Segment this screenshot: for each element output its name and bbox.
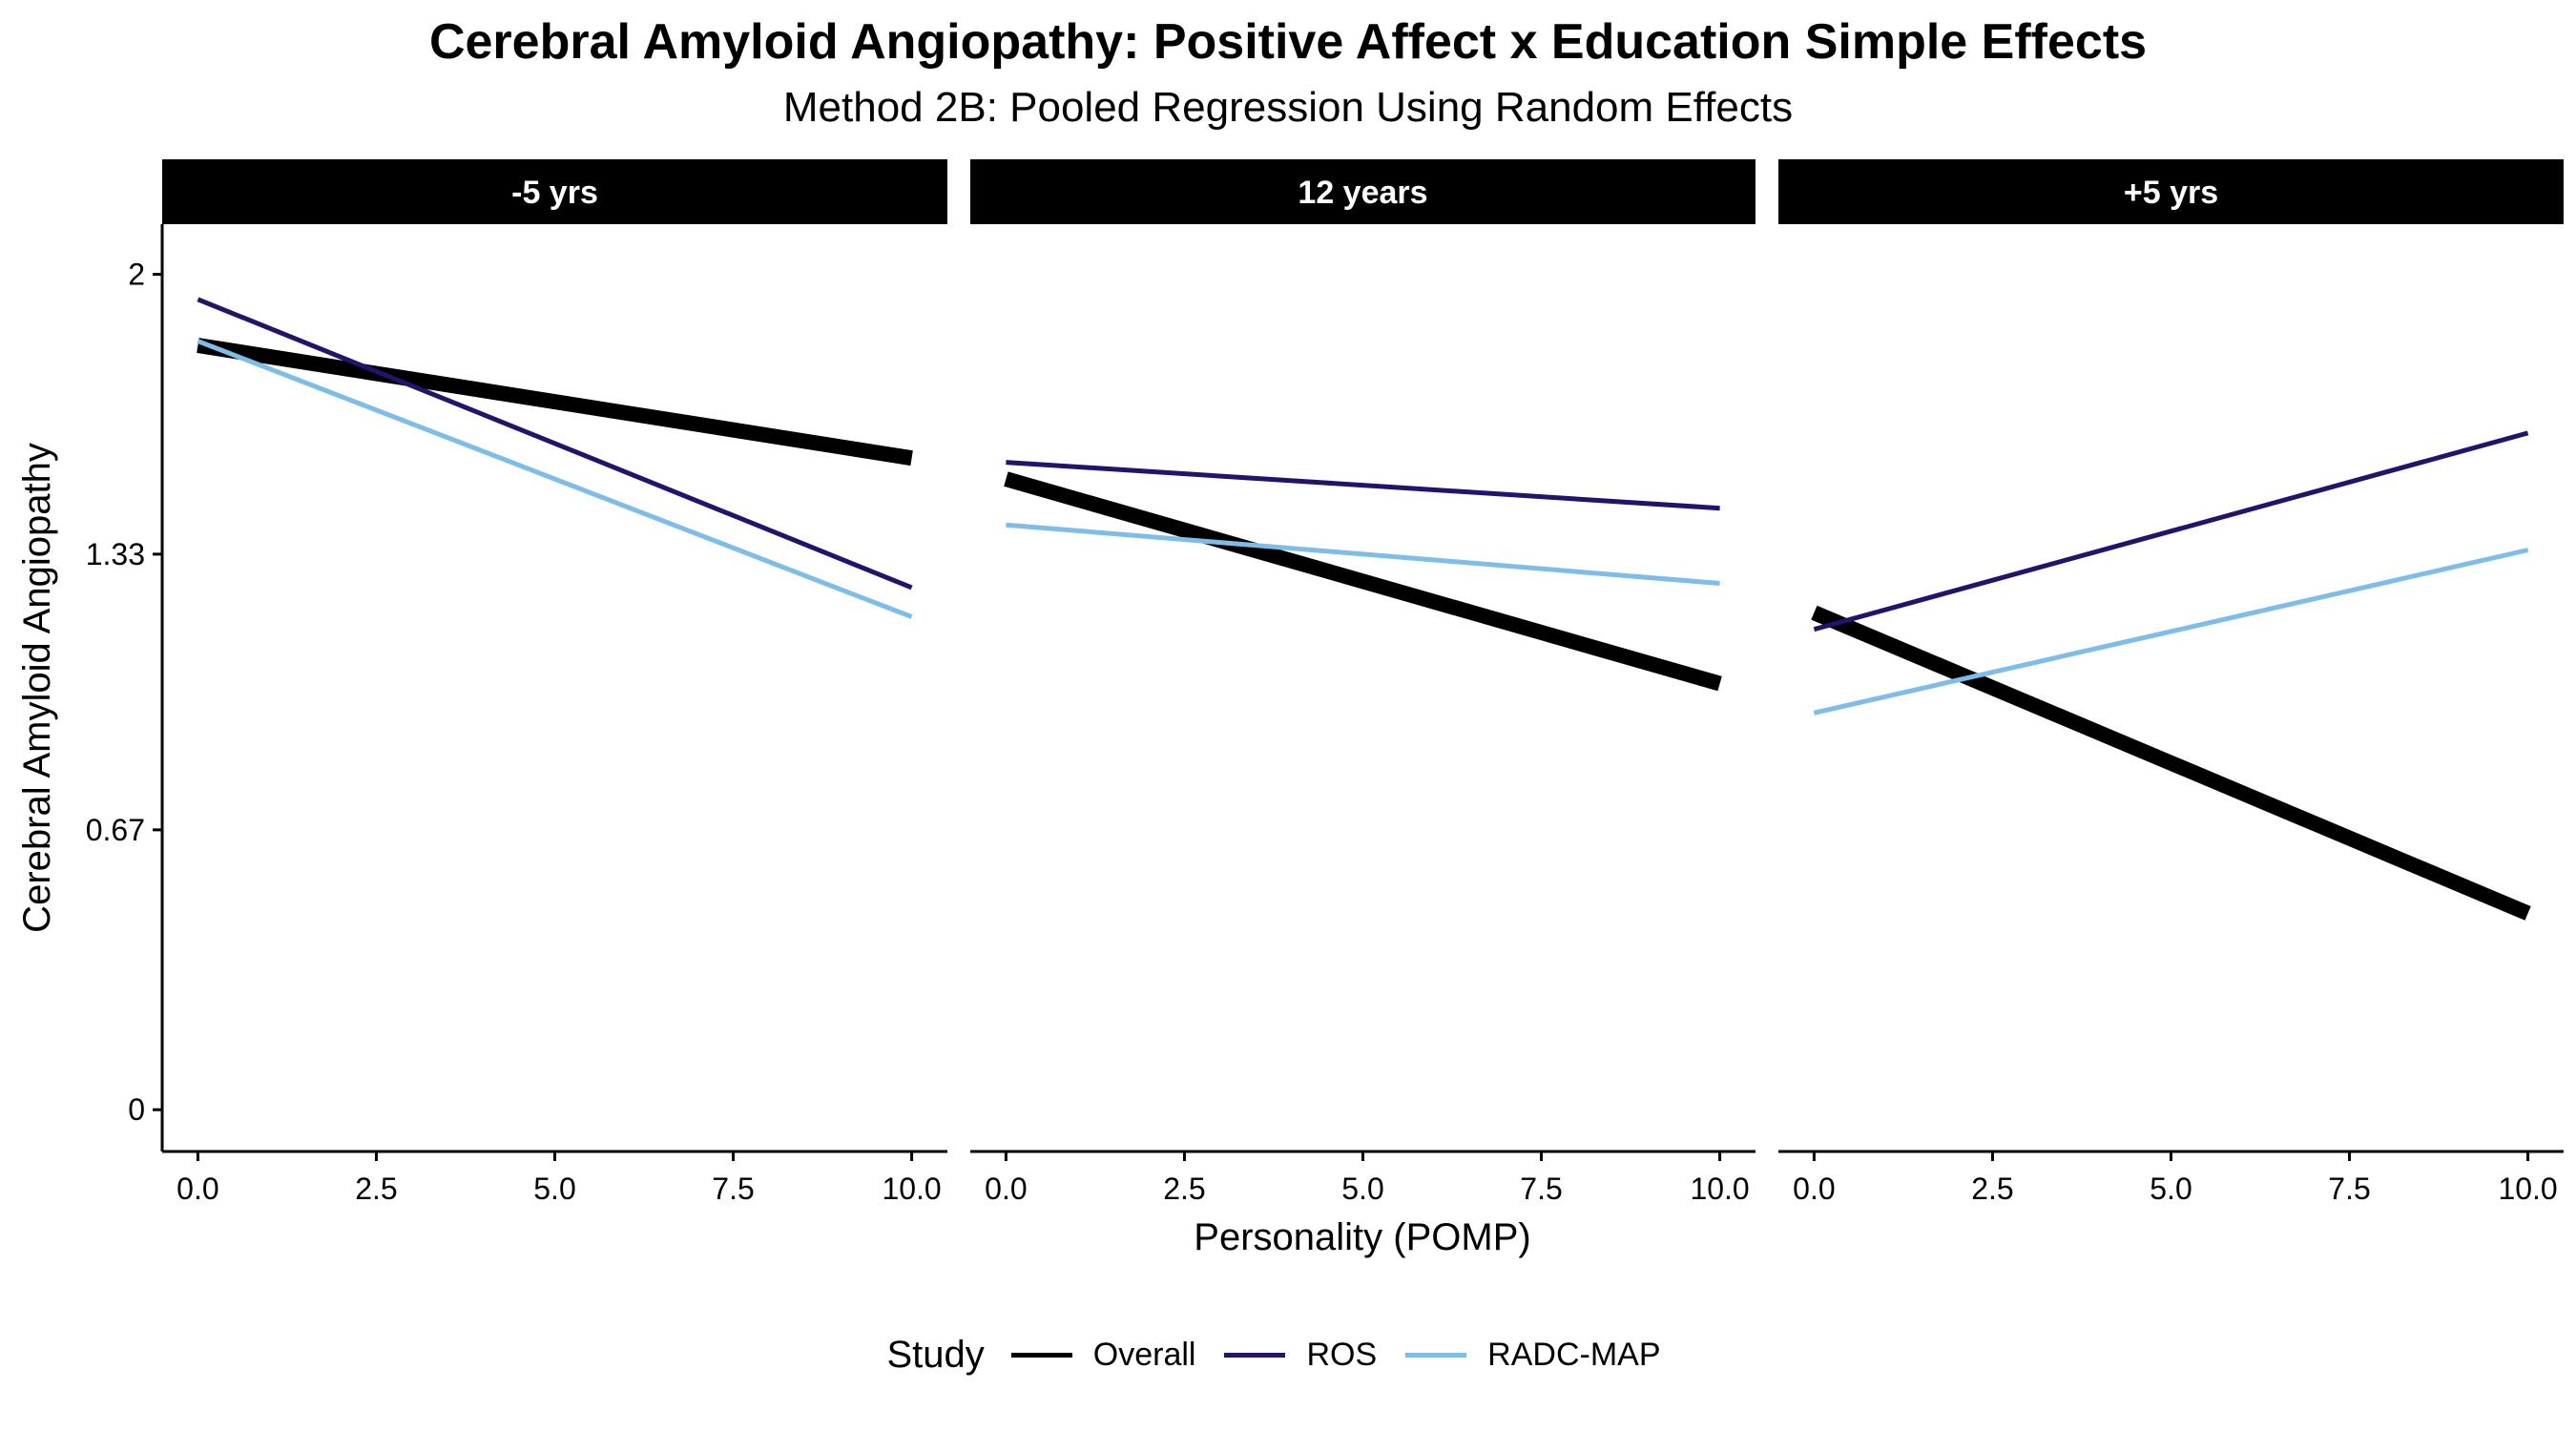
legend-item-overall: Overall xyxy=(1010,1337,1196,1374)
y-tick-label-3: 2 xyxy=(128,258,145,292)
facet-label-5-yrs: +5 yrs xyxy=(2124,175,2218,211)
x-tick-label-12-years-0: 0.0 xyxy=(985,1172,1027,1206)
series-line-ros-12-years xyxy=(1006,460,1720,511)
series-line-radc-map-12-years xyxy=(1006,522,1720,586)
x-tick-label-5-yrs-0: 0.0 xyxy=(1793,1172,1835,1206)
x-tick-label-5-yrs-2: 5.0 xyxy=(533,1172,575,1206)
legend-label-overall: Overall xyxy=(1092,1337,1196,1373)
facet-strip-5-yrs xyxy=(1778,159,2564,224)
legend-key-overall xyxy=(1010,1353,1072,1358)
legend-title: Study xyxy=(886,1334,985,1376)
x-axis-label: Personality (POMP) xyxy=(1194,1216,1530,1258)
legend-label-ros: ROS xyxy=(1306,1337,1378,1373)
legend-key-radc-map xyxy=(1405,1353,1467,1358)
series-line-overall-5-yrs xyxy=(197,338,913,467)
series-line-radc-map-5-yrs xyxy=(197,339,913,619)
y-tick-label-1: 0.67 xyxy=(86,813,145,847)
legend-label-radc-map: RADC-MAP xyxy=(1487,1337,1661,1373)
series-line-overall-12-years xyxy=(1004,471,1722,692)
facet-label-5-yrs: -5 yrs xyxy=(511,175,598,211)
legend-item-radc-map: RADC-MAP xyxy=(1405,1337,1661,1374)
y-tick-label-2: 1.33 xyxy=(86,537,145,571)
x-tick-label-5-yrs-1: 2.5 xyxy=(355,1172,397,1206)
legend-item-ros: ROS xyxy=(1224,1337,1377,1374)
x-tick-label-5-yrs-1: 2.5 xyxy=(1971,1172,2013,1206)
x-tick-label-12-years-1: 2.5 xyxy=(1163,1172,1205,1206)
x-tick-label-12-years-2: 5.0 xyxy=(1341,1172,1383,1206)
legend: Study Overall ROS RADC-MAP xyxy=(0,1334,2576,1377)
facet-strip-12-years xyxy=(970,159,1755,224)
x-tick-label-5-yrs-0: 0.0 xyxy=(177,1172,218,1206)
chart-subtitle: Method 2B: Pooled Regression Using Rando… xyxy=(782,84,1794,131)
legend-key-ros xyxy=(1224,1353,1286,1358)
facet-label-12-years: 12 years xyxy=(1298,175,1427,211)
x-tick-label-5-yrs-4: 10.0 xyxy=(2498,1172,2557,1206)
chart-title: Cerebral Amyloid Angiopathy: Positive Af… xyxy=(428,14,2148,70)
facet-strip-5-yrs xyxy=(162,159,947,224)
x-tick-label-5-yrs-4: 10.0 xyxy=(882,1172,941,1206)
x-tick-label-5-yrs-3: 7.5 xyxy=(2328,1172,2370,1206)
x-tick-label-12-years-4: 10.0 xyxy=(1690,1172,1749,1206)
x-tick-label-5-yrs-3: 7.5 xyxy=(712,1172,754,1206)
series-line-ros-5-yrs xyxy=(197,297,913,591)
series-line-overall-5-yrs xyxy=(1811,605,2531,921)
series-line-radc-map-5-yrs xyxy=(1813,548,2529,716)
y-tick-label-0: 0 xyxy=(128,1092,145,1127)
y-axis-label: Cerebral Amyloid Angiopathy xyxy=(16,443,58,933)
x-tick-label-5-yrs-2: 5.0 xyxy=(2150,1172,2192,1206)
x-tick-label-12-years-3: 7.5 xyxy=(1520,1172,1562,1206)
series-line-ros-5-yrs xyxy=(1813,430,2529,633)
